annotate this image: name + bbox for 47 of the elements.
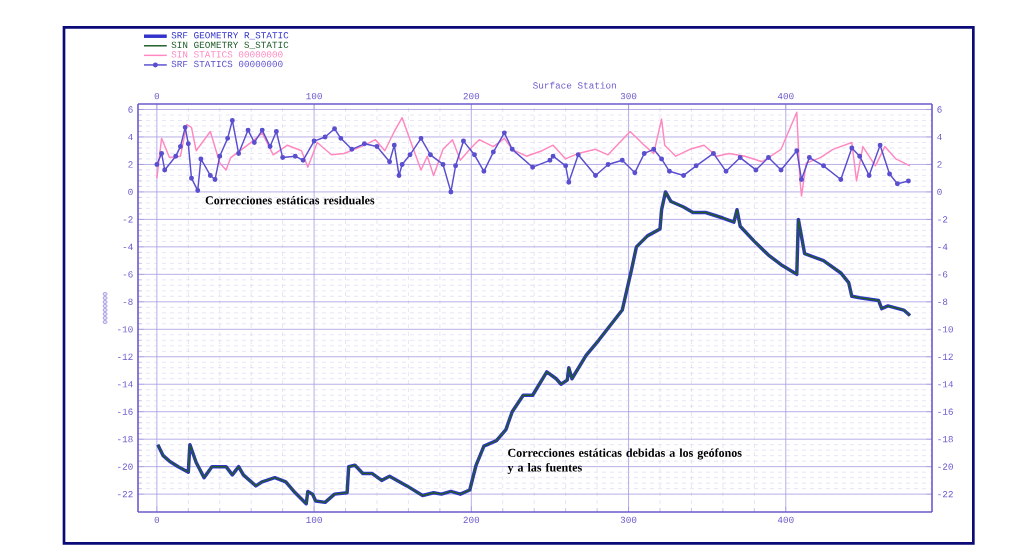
x2-tick-label: 100 [306, 92, 322, 100]
y2-tick-label: -18 [938, 436, 953, 443]
x2-tick-label: 300 [620, 92, 637, 100]
y-tick-label: -12 [118, 353, 133, 360]
legend-label: SIN STATICS 00000000 [171, 51, 283, 58]
y2-tick-label: -4 [938, 243, 948, 250]
y-tick-label: 2 [128, 161, 133, 168]
y2-tick-label: -20 [938, 463, 953, 470]
y-tick-label: 4 [128, 133, 133, 141]
y2-tick-label: -8 [938, 298, 948, 305]
annotation: Correcciones estáticas debidas a los geófonos y a las fuentes [507, 448, 742, 475]
legend-label: SRF STATICS 00000000 [171, 60, 283, 68]
x2-tick-label: 200 [463, 92, 480, 100]
y-tick-label: -16 [118, 408, 133, 415]
y2-tick-label: -2 [938, 216, 948, 223]
y-tick-label: -18 [118, 436, 133, 443]
y-tick-label: 6 [128, 106, 133, 113]
x-tick-label: 300 [620, 516, 637, 524]
y2-tick-label: -14 [938, 381, 954, 388]
x2-tick-label: 0 [154, 92, 160, 100]
y-tick-label: -4 [123, 243, 133, 250]
y-tick-label: -2 [123, 216, 133, 223]
y2-tick-label: -6 [938, 271, 948, 278]
legend-label: SIN GEOMETRY S_STATIC [171, 41, 289, 49]
y-tick-label: 0 [128, 188, 133, 196]
y2-tick-label: 6 [937, 106, 942, 113]
y2-tick-label: -12 [938, 353, 953, 360]
y-tick-label: -8 [123, 298, 133, 305]
y-tick-label: -22 [118, 491, 133, 498]
y-tick-label: -10 [118, 326, 133, 333]
x-tick-label: 100 [306, 516, 322, 524]
x2-tick-label: 400 [777, 92, 794, 100]
y2-tick-label: 4 [937, 133, 942, 141]
y-tick-label: -20 [118, 463, 133, 470]
y2-tick-label: 2 [937, 161, 942, 168]
y2-tick-label: -22 [938, 491, 953, 498]
legend-label: SRF GEOMETRY R_STATIC [171, 32, 289, 40]
y2-tick-label: -16 [938, 408, 953, 415]
x-tick-label: 400 [777, 516, 794, 524]
y2-tick-label: -10 [938, 326, 953, 333]
x2-axis-title: Surface Station [533, 81, 616, 89]
x-tick-label: 0 [154, 516, 160, 524]
y-tick-label: -14 [118, 381, 133, 388]
y2-tick-label: 0 [937, 188, 942, 196]
x-tick-label: 200 [463, 516, 480, 524]
annotation: Correcciones estáticas residuales [205, 195, 375, 205]
y-tick-label: -6 [123, 271, 133, 278]
